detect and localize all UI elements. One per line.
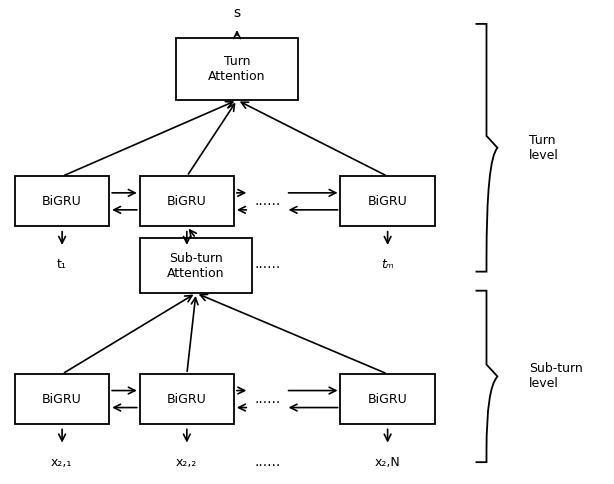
Text: x₂,₂: x₂,₂ <box>176 455 197 469</box>
Text: ......: ...... <box>254 392 281 406</box>
Bar <box>341 176 435 227</box>
Bar <box>176 38 298 100</box>
Text: BiGRU: BiGRU <box>42 195 82 208</box>
Text: Sub-turn
Attention: Sub-turn Attention <box>167 252 225 280</box>
Text: tₘ: tₘ <box>382 258 394 271</box>
Bar <box>15 374 109 424</box>
Bar <box>139 176 234 227</box>
Text: Sub-turn
level: Sub-turn level <box>529 363 583 391</box>
Text: ......: ...... <box>254 455 281 469</box>
Text: Turn
level: Turn level <box>529 134 559 162</box>
Text: BiGRU: BiGRU <box>368 393 408 406</box>
Text: BiGRU: BiGRU <box>167 195 207 208</box>
Text: x₂,N: x₂,N <box>375 455 401 469</box>
Text: ......: ...... <box>254 195 281 208</box>
Text: Turn
Attention: Turn Attention <box>208 55 266 83</box>
Text: BiGRU: BiGRU <box>167 393 207 406</box>
Text: t₁: t₁ <box>57 258 67 271</box>
Text: t₂: t₂ <box>182 258 192 271</box>
Bar <box>139 374 234 424</box>
Bar <box>341 374 435 424</box>
Text: BiGRU: BiGRU <box>368 195 408 208</box>
Text: s: s <box>233 6 241 20</box>
Text: x₂,₁: x₂,₁ <box>51 455 72 469</box>
Text: BiGRU: BiGRU <box>42 393 82 406</box>
Bar <box>15 176 109 227</box>
Text: ......: ...... <box>254 257 281 272</box>
Bar <box>139 238 252 293</box>
